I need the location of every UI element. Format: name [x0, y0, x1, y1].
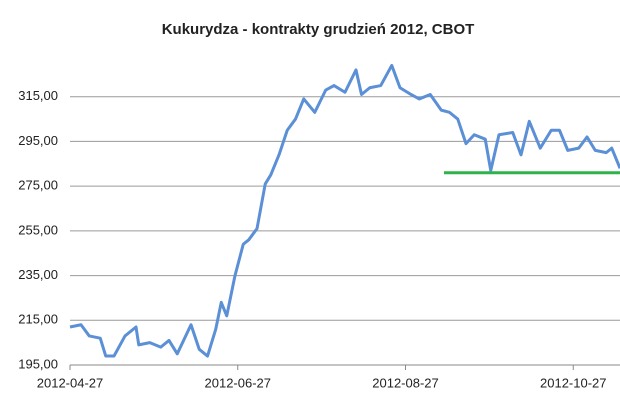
- y-tick-label: 235,00: [18, 267, 58, 282]
- price-line: [69, 63, 620, 358]
- y-tick-label: 295,00: [18, 133, 58, 148]
- x-tick-label: 2012-06-27: [205, 375, 272, 390]
- chart-title: Kukurydza - kontrakty grudzień 2012, CBO…: [162, 21, 475, 38]
- y-tick-label: 215,00: [18, 312, 58, 327]
- y-tick-label: 315,00: [18, 88, 58, 103]
- x-tick-label: 2012-10-27: [540, 375, 607, 390]
- x-tick-label: 2012-04-27: [37, 375, 104, 390]
- y-tick-label: 255,00: [18, 222, 58, 237]
- y-tick-label: 275,00: [18, 178, 58, 193]
- y-tick-label: 195,00: [18, 356, 58, 371]
- x-tick-label: 2012-08-27: [372, 375, 439, 390]
